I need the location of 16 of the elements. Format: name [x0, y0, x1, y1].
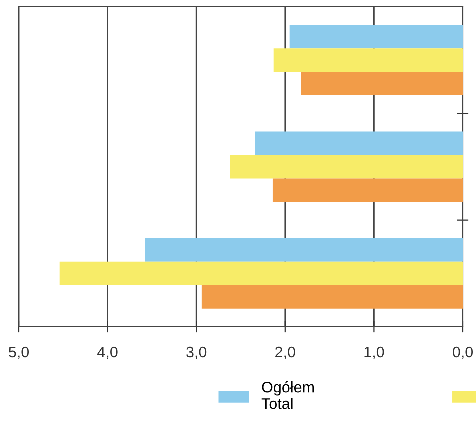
x-tick-label: 0,0 [452, 346, 474, 360]
x-tick-label: 5,0 [8, 346, 30, 360]
bar [60, 262, 463, 286]
x-tick-label: 2,0 [276, 346, 296, 360]
bar [145, 238, 463, 262]
bar [255, 132, 463, 156]
bar [230, 155, 463, 179]
bar [301, 72, 463, 96]
bar [202, 285, 463, 309]
bar [290, 25, 463, 49]
x-tick-label: 3,0 [186, 346, 207, 360]
bar [274, 48, 463, 72]
x-tick-label: 4,0 [98, 346, 118, 360]
legend-label: Ogółem Total [262, 381, 314, 410]
bar [272, 178, 463, 202]
x-tick-label: 1,0 [364, 346, 384, 360]
